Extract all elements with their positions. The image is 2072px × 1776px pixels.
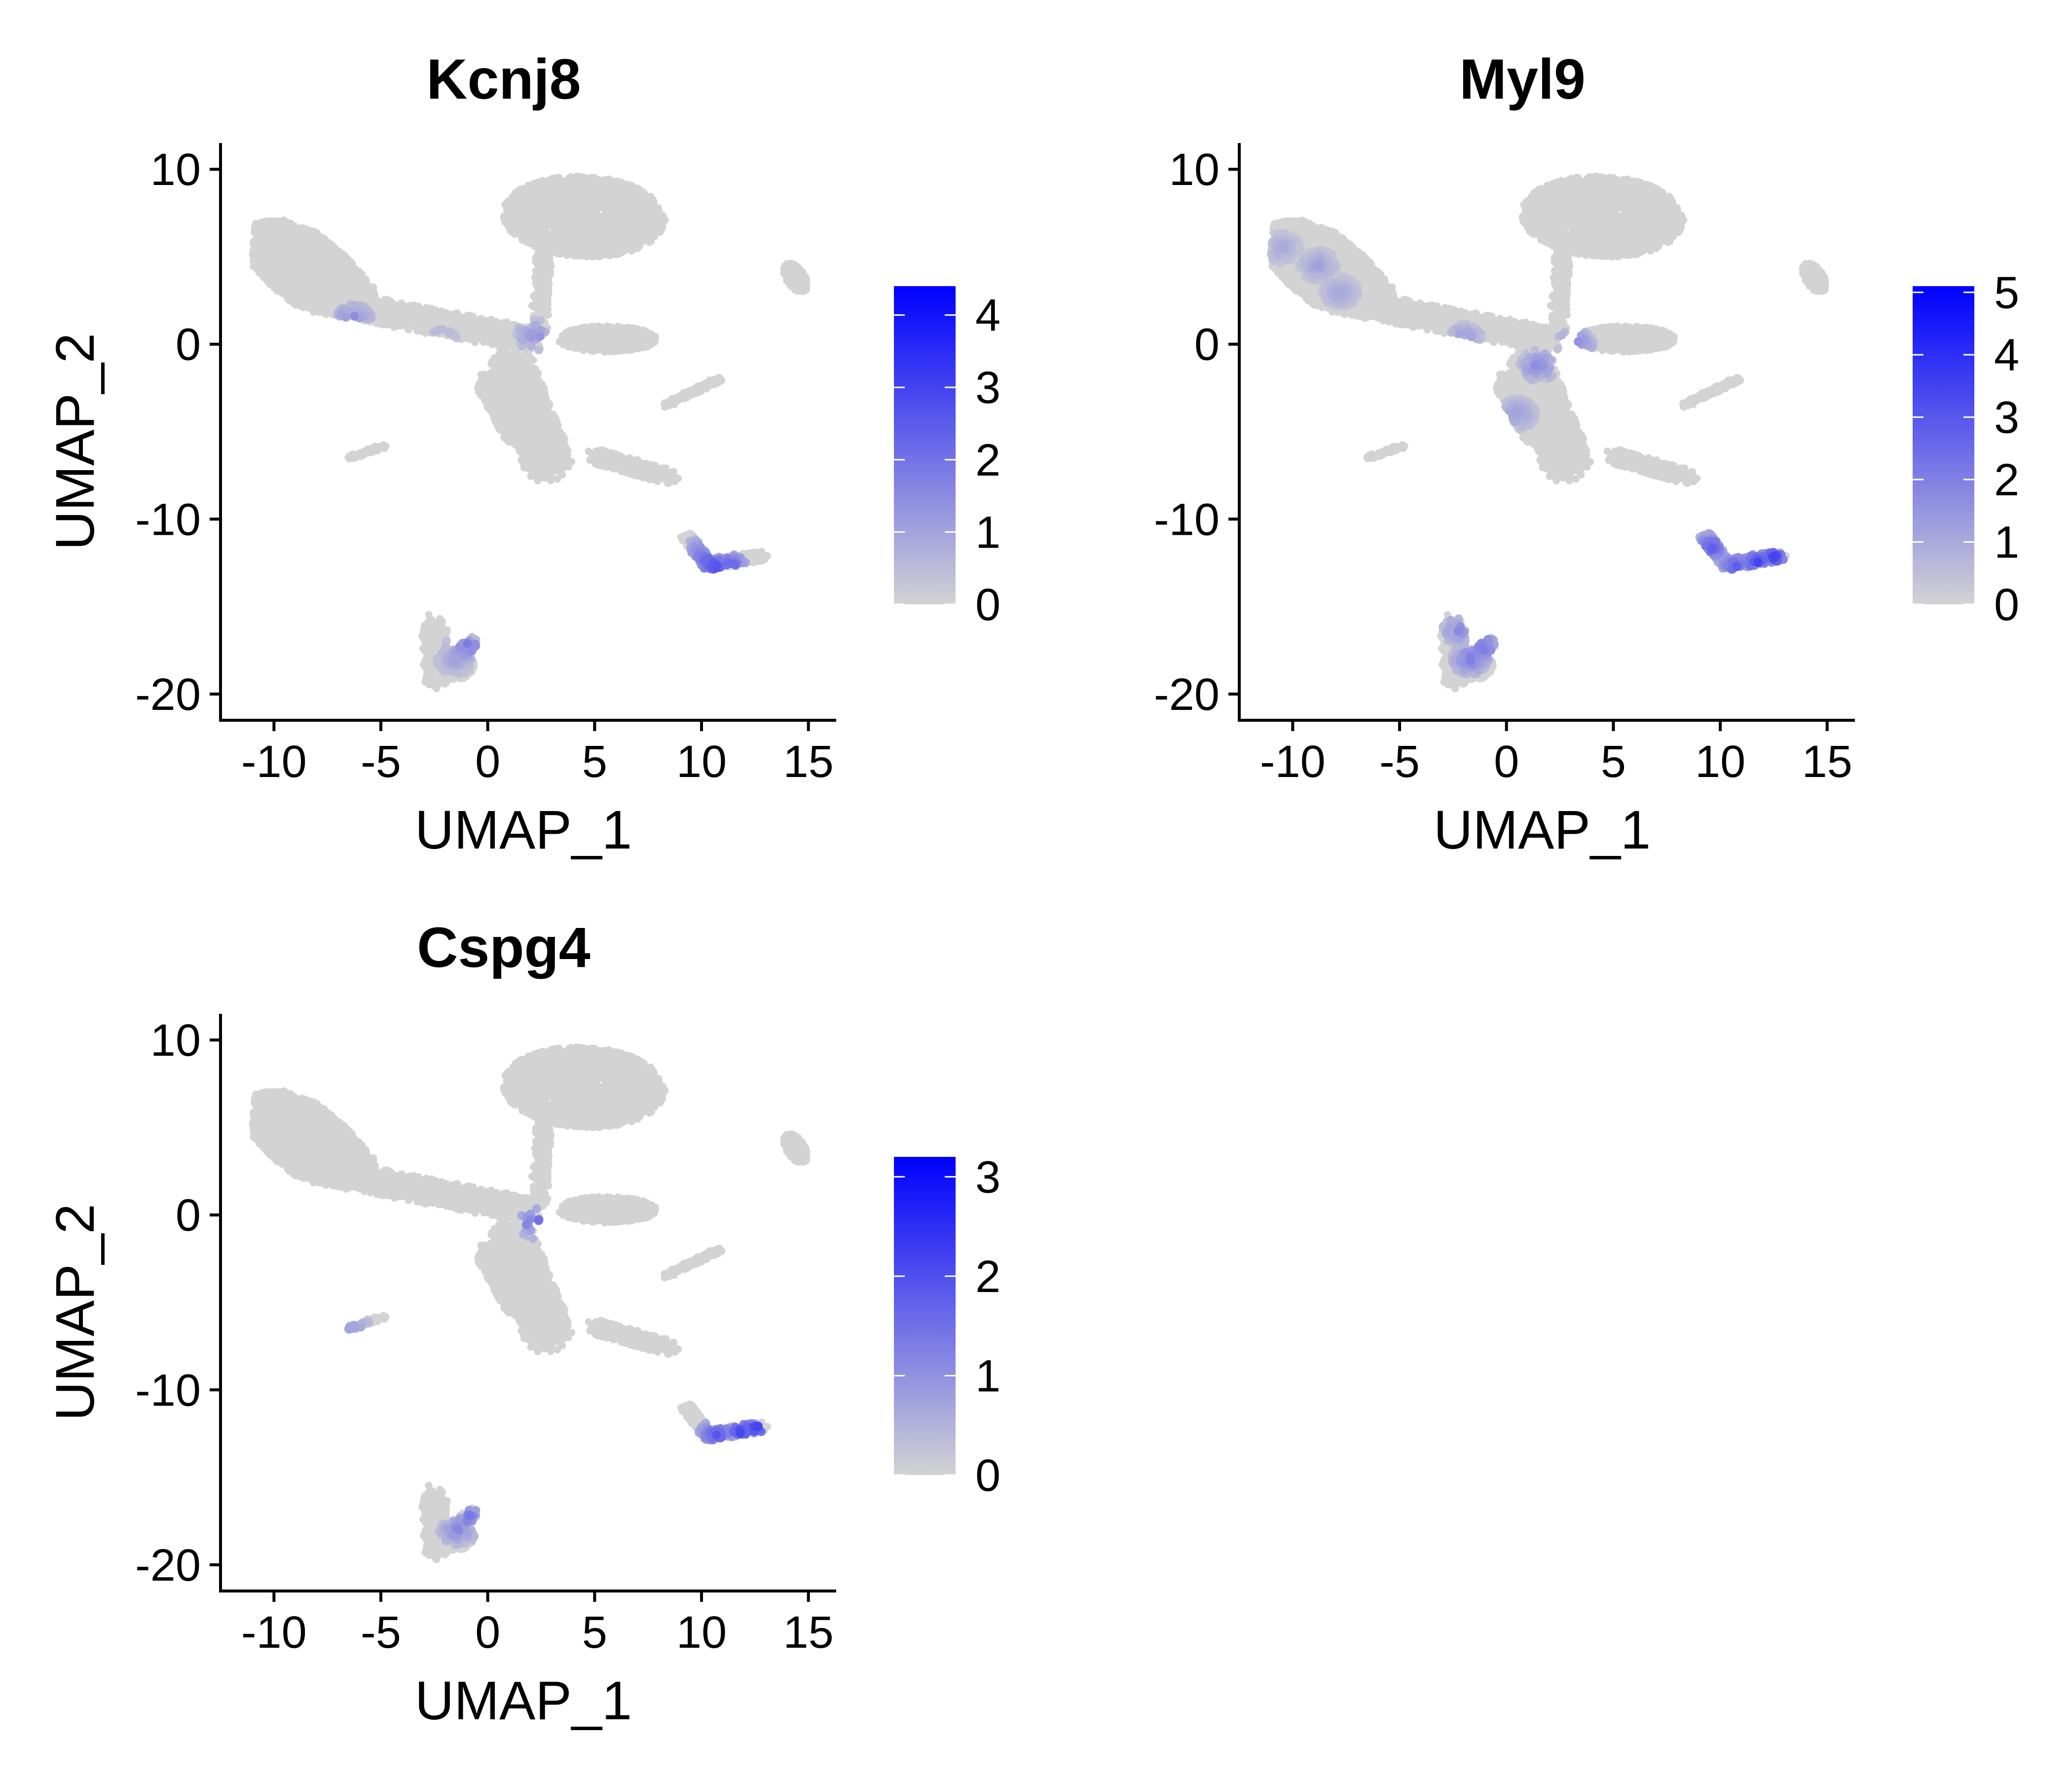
cell-point	[409, 301, 417, 309]
cell-point	[303, 269, 311, 277]
cell-point	[285, 252, 292, 260]
cell-point	[304, 235, 312, 243]
cell-point	[578, 173, 586, 181]
cell-point	[279, 232, 287, 240]
cell-point	[256, 228, 264, 236]
cell-point	[378, 307, 386, 315]
cell-point	[296, 302, 304, 310]
cell-point	[343, 264, 350, 272]
cell-point	[309, 301, 317, 309]
cell-point	[287, 275, 295, 283]
cell-point	[344, 293, 352, 300]
cell-point	[296, 296, 303, 303]
cell-point	[401, 320, 408, 328]
cell-point	[394, 317, 402, 325]
cell-point	[275, 240, 283, 248]
panel-title: Kcnj8	[426, 48, 581, 111]
cell-point	[265, 254, 273, 261]
cell-point	[484, 319, 492, 327]
cell-point	[261, 245, 269, 253]
cell-point	[340, 253, 348, 260]
cell-point	[346, 276, 354, 284]
cell-point	[307, 248, 315, 256]
cell-point	[294, 289, 301, 296]
cell-point	[330, 249, 338, 257]
cell-point	[312, 259, 320, 267]
cell-point	[316, 284, 324, 292]
cell-point	[304, 228, 312, 236]
cell-point	[298, 243, 306, 251]
cell-point	[295, 262, 303, 269]
cell-point	[428, 306, 436, 314]
cell-point	[463, 331, 471, 338]
cell-point	[360, 279, 367, 287]
cell-point	[330, 269, 338, 277]
cell-point	[259, 218, 266, 226]
cell-point	[276, 224, 284, 232]
cell-point	[274, 278, 282, 286]
cell-point	[471, 321, 479, 329]
cell-point	[325, 243, 333, 251]
cell-point	[487, 329, 495, 336]
cell-point	[322, 255, 330, 263]
cell-point	[264, 234, 272, 242]
cell-point	[414, 310, 422, 318]
cell-point	[661, 216, 669, 223]
cell-point	[323, 275, 331, 283]
cell-point	[391, 306, 399, 314]
cell-point	[250, 262, 258, 270]
cell-point	[446, 317, 454, 325]
cell-point	[255, 252, 262, 259]
cell-point	[276, 217, 284, 225]
cell-point	[280, 267, 288, 275]
cell-point	[493, 327, 501, 334]
cell-point	[493, 318, 500, 326]
cell-point	[353, 276, 361, 284]
cell-point	[431, 317, 439, 325]
cell-point	[421, 312, 429, 320]
cell-point	[386, 321, 394, 329]
umap-points	[249, 172, 811, 693]
cell-point	[303, 254, 311, 261]
cell-point	[331, 263, 339, 271]
cell-point	[376, 298, 384, 306]
cell-point	[321, 303, 329, 310]
cell-point	[265, 270, 273, 278]
cell-point	[278, 289, 286, 297]
cell-point	[595, 179, 603, 186]
cell-point	[317, 241, 325, 248]
cell-point	[284, 295, 292, 302]
cell-point	[400, 306, 408, 314]
cell-point	[438, 307, 446, 315]
cell-point	[311, 290, 319, 298]
cell-point	[258, 258, 266, 265]
cell-point	[414, 326, 421, 333]
cell-point	[378, 321, 386, 329]
cell-point	[322, 296, 330, 303]
cell-point	[488, 336, 496, 344]
cell-point	[370, 283, 377, 291]
cell-point	[296, 230, 304, 238]
cell-point	[467, 312, 475, 320]
